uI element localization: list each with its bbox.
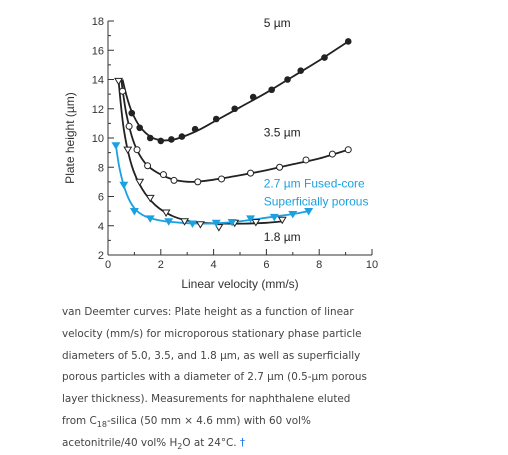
series-1-point [268,86,275,94]
y-tick-label: 10 [92,133,104,145]
series-1-point [284,76,291,83]
series-2-point [276,163,284,171]
series-2-point [119,87,127,95]
series-4-point [211,219,221,228]
caption-line: van Deemter curves: Plate height as a fu… [62,306,354,318]
series-1-point [297,67,305,75]
series-2-point [344,146,352,154]
series-2-point [302,156,310,164]
data-markers [111,38,352,232]
series-2-point [125,122,133,130]
caption-line: velocity (mm/s) for microporous stationa… [62,327,362,340]
series-4-point [187,220,197,228]
series-4-curve [115,145,309,225]
figure-caption: van Deemter curves: Plate height as a fu… [62,302,502,455]
series-1-point [128,109,136,117]
series-annotations: 5 µm 3.5 µm 2.7 µm Fused-core Superficially… [264,16,369,244]
y-tick-label: 16 [92,45,104,57]
y-axis-title: Plate height (µm) [63,92,77,184]
series-3-point [114,77,124,86]
series-3-point [145,194,155,203]
series-1-point [157,137,165,145]
y-tick-label: 2 [98,250,104,262]
series-2-point [218,175,226,183]
y-tick-label: 14 [92,75,104,87]
series-4-point [269,213,279,222]
x-tick-label: 2 [158,259,164,271]
x-tick-label: 6 [263,259,269,271]
series-3-point [135,178,145,187]
series-2-point [159,171,167,179]
series-4-point [111,142,121,150]
series-3-point [180,218,190,226]
series-label: 3.5 µm [264,126,301,140]
series-1-point [191,125,199,133]
caption-line: layer thickness). Measurements for napht… [62,393,351,406]
series-1-point [178,133,186,140]
series-1-point [344,38,352,45]
series-4-point [164,218,174,226]
caption-line: from C18-silica (50 mm × 4.6 mm) with 60… [62,414,311,429]
x-tick-label: 0 [105,259,111,271]
series-2-point [247,169,255,177]
caption-line: porous particles with a diameter of 2.7 … [62,371,367,384]
series-1-point [231,105,239,113]
series-3-point [214,224,224,232]
x-tick-label: 4 [211,259,217,271]
series-1-point [249,93,257,101]
series-1-point [146,134,154,142]
caption-line: acetonitrile/40 vol% H2O at 24°C. † [62,436,246,451]
series-1-point [168,136,175,143]
series-2-point [133,146,141,154]
y-tick-label: 6 [98,192,104,204]
series-label: 5 µm [264,16,291,30]
series-3-point [195,221,205,229]
series-label: Superficially porous [264,194,369,208]
footnote-link[interactable]: † [239,436,246,449]
series-4-point [288,210,298,219]
series-2-point [328,150,336,158]
series-1-curve [121,40,349,142]
fit-curves [115,40,349,225]
series-4-point [227,218,237,227]
series-1-point [212,115,220,123]
series-2-point [144,162,152,170]
series-3-point [277,216,287,225]
series-4-point [304,208,314,216]
series-label: 1.8 µm [264,230,301,244]
caption-line: diameters of 5.0, 3.5, and 1.8 µm, as we… [62,349,361,362]
x-axis-title: Linear velocity (mm/s) [181,277,298,291]
series-3-curve [117,80,283,225]
x-tick-label: 10 [366,259,378,271]
series-3-point [161,209,171,217]
series-2-curve [120,79,349,183]
series-4-point [246,215,256,223]
series-3-point [123,146,133,155]
x-tick-label: 8 [316,259,322,271]
series-label: 2.7 µm Fused-core [264,177,365,191]
series-1-point [136,124,143,132]
series-2-point [194,178,202,186]
series-2-point [170,176,178,184]
series-1-point [321,54,328,61]
series-4-point [145,215,155,223]
y-tick-label: 8 [98,162,104,174]
series-3-point [251,218,261,227]
y-tick-label: 18 [92,16,104,28]
y-tick-label: 4 [98,221,104,233]
y-tick-label: 12 [92,104,104,116]
series-4-point [119,181,129,190]
series-4-point [129,208,139,216]
